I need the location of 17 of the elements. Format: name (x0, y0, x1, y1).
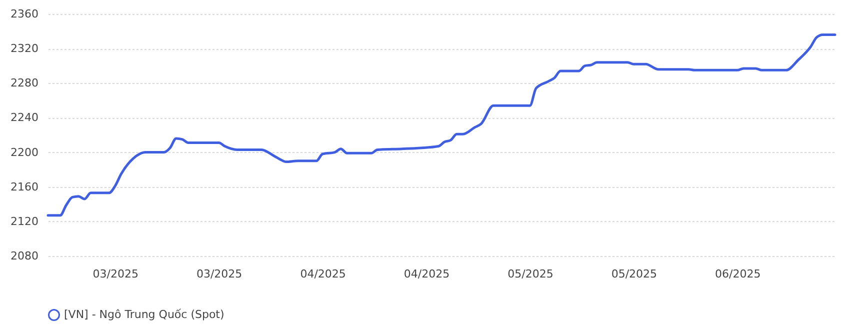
x-tick-label: 05/2025 (508, 268, 554, 280)
y-tick-label: 2320 (10, 42, 38, 56)
line-series (46, 33, 836, 217)
y-tick-label: 2160 (10, 180, 38, 194)
y-tick-label: 2240 (10, 111, 38, 124)
x-tick-label: 03/2025 (196, 268, 242, 280)
y-tick-label: 2080 (10, 250, 38, 262)
y-tick-label: 2120 (10, 214, 38, 228)
y-tick-label: 2360 (10, 8, 38, 20)
x-tick-label: 05/2025 (611, 268, 658, 280)
x-tick-label: 06/2025 (715, 268, 761, 280)
legend-label: [VN] - Ngô Trung Quốc (Spot) (64, 308, 224, 321)
y-tick-label: 2200 (10, 146, 38, 159)
x-tick-label: 03/2025 (92, 268, 138, 280)
x-tick-label: 04/2025 (404, 268, 450, 280)
y-tick-label: 2280 (10, 76, 38, 90)
x-tick-label: 04/2025 (300, 268, 346, 280)
